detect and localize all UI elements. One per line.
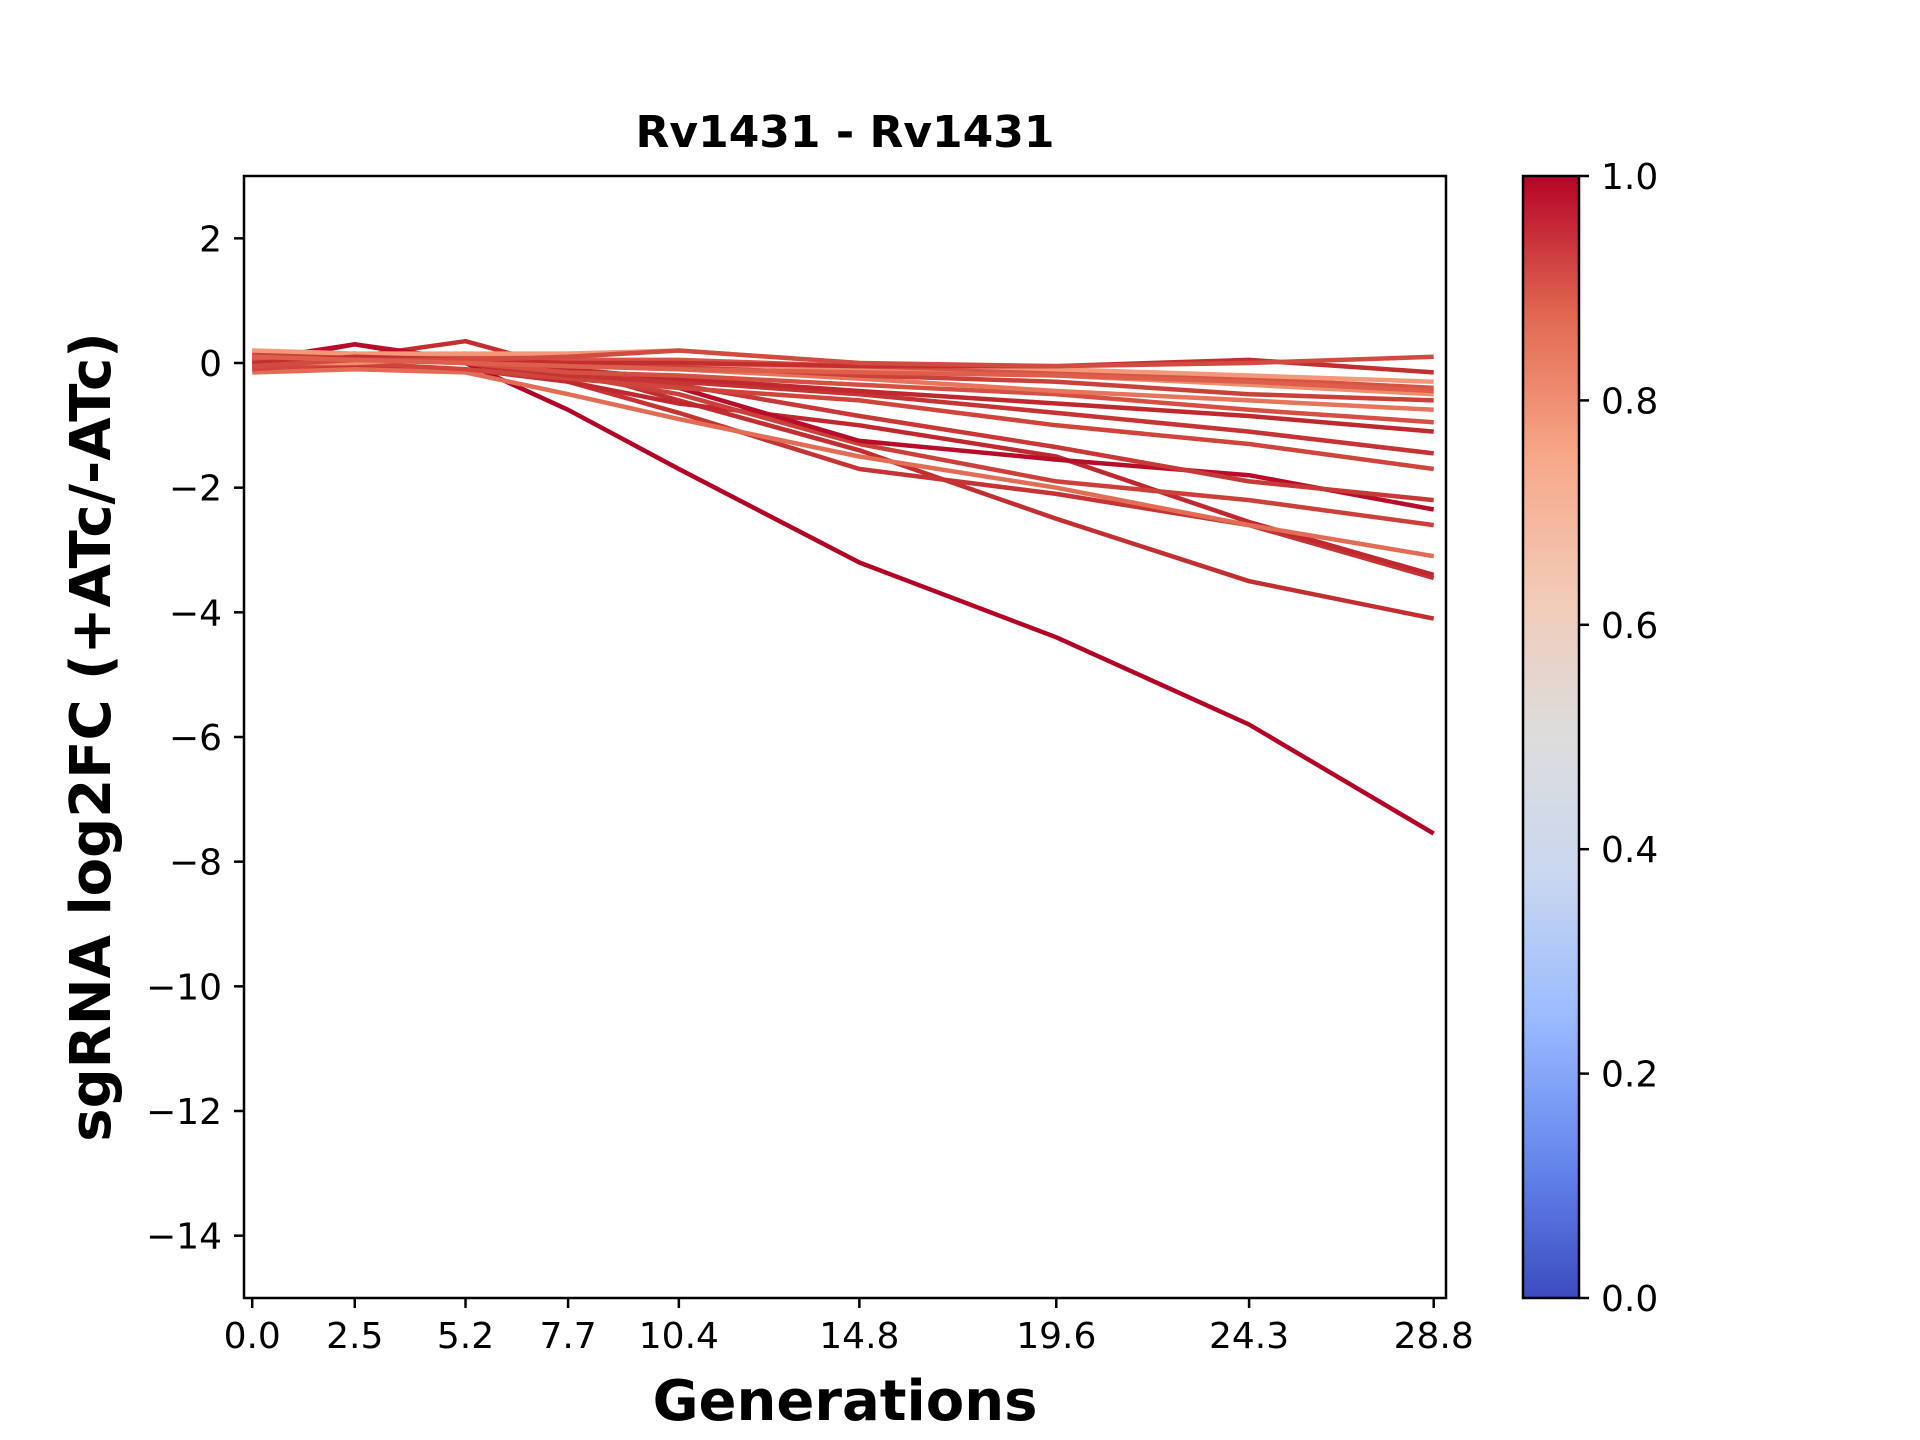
x-tick-label: 28.8 [1394,1316,1474,1357]
plot-frame [242,174,1448,1300]
x-axis-ticks: 0.0 2.5 5.2 7.7 10.4 14.8 19.6 24.3 28.8 [224,1298,1474,1357]
x-tick-label: 24.3 [1209,1316,1289,1357]
plot-lines [251,338,1435,836]
y-tick-label: −4 [169,593,222,634]
series-line-9 [252,360,1435,472]
x-tick-label: 19.6 [1016,1316,1096,1357]
x-tick-label: 10.4 [639,1316,719,1357]
colorbar-frame [1521,174,1581,1300]
y-tick-label: 2 [199,219,222,260]
chart-title: Rv1431 - Rv1431 [636,107,1055,158]
colorbar-tick-label: 0.6 [1601,606,1658,647]
x-tick-label: 7.7 [539,1316,596,1357]
x-tick-label: 0.0 [224,1316,281,1357]
x-axis-label: Generations [653,1369,1038,1434]
colorbar-tick-label: 0.8 [1601,381,1658,422]
colorbar-tick-label: 0.0 [1601,1279,1658,1320]
colorbar-tick-label: 0.4 [1601,830,1658,871]
colorbar-gradient [1523,176,1579,1298]
y-tick-label: 0 [199,344,222,385]
colorbar-tick-label: 0.2 [1601,1055,1658,1096]
series-line-20 [252,354,1434,394]
y-tick-label: −2 [169,469,222,510]
series-line-5 [252,366,1435,559]
x-tick-label: 5.2 [437,1316,494,1357]
y-tick-label: −10 [146,967,222,1008]
y-axis-ticks: 2 0 −2 −4 −6 −8 −10 −12 −14 [146,219,244,1258]
y-axis-label: sgRNA log2FC (+ATc/-ATc) [59,332,124,1142]
y-tick-label: −8 [169,843,222,884]
y-tick-label: −14 [146,1217,222,1258]
colorbar-ticks: 0.0 0.2 0.4 0.6 0.8 1.0 [1579,157,1658,1320]
x-tick-label: 14.8 [819,1316,899,1357]
colorbar-tick-label: 1.0 [1601,157,1658,198]
x-tick-label: 2.5 [326,1316,383,1357]
y-tick-label: −6 [169,718,222,759]
y-tick-label: −12 [146,1092,222,1133]
